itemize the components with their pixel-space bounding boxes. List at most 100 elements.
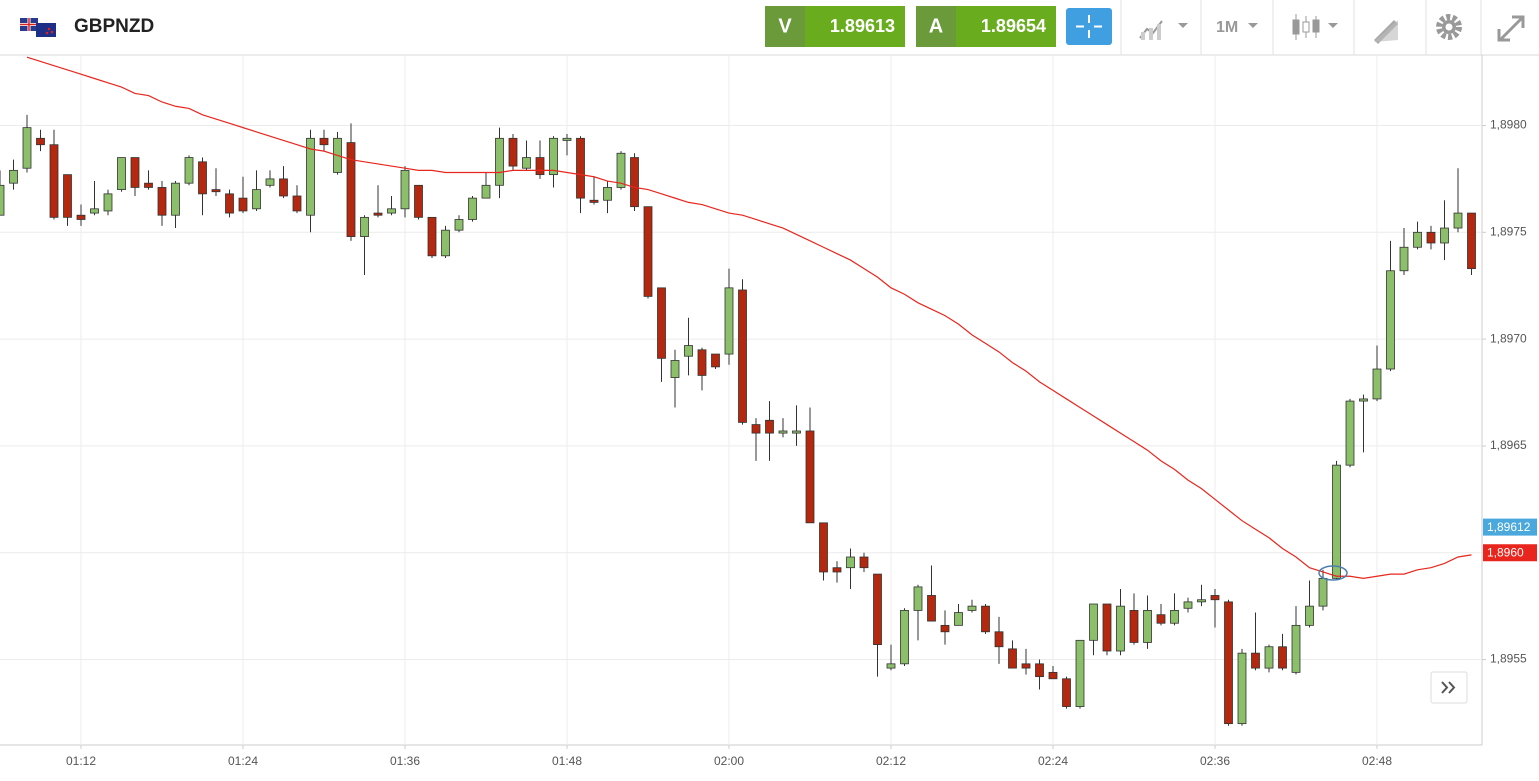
candle-body — [1467, 212, 1476, 270]
timeframe-button[interactable]: 1M — [1216, 19, 1258, 36]
candle-body — [657, 287, 666, 359]
candle-body — [859, 556, 869, 569]
candle-body — [198, 161, 207, 195]
candle-body — [238, 197, 248, 212]
candle-body — [1264, 646, 1274, 669]
axis-labels: 1,8955 1,8960 1,8965 1,8970 1,8975 1,8980 01:1… — [66, 118, 1537, 768]
candle-body — [765, 419, 774, 434]
candle-body — [157, 187, 167, 216]
candle-body — [724, 287, 734, 355]
moving-average-line — [26, 56, 1472, 579]
candle-body — [1372, 368, 1382, 400]
candle-body — [171, 182, 180, 216]
candle-body — [1332, 464, 1341, 579]
candle-body — [1210, 595, 1220, 601]
candle-body — [576, 137, 585, 199]
candle-body — [1291, 624, 1301, 673]
moving-average-tag-box — [1483, 544, 1537, 562]
candle-body — [981, 605, 990, 633]
candle-body — [319, 137, 329, 146]
indicator-button[interactable] — [1139, 20, 1188, 40]
candle-body — [0, 184, 5, 216]
candle-body — [144, 182, 153, 188]
candle-body — [468, 197, 477, 220]
x-tick-label: 02:48 — [1362, 754, 1392, 768]
candle-body — [414, 184, 423, 218]
candle-body — [792, 430, 801, 434]
timeframe: 1M — [1216, 19, 1238, 36]
candle-body — [900, 610, 909, 665]
candle-body — [643, 206, 653, 297]
candle-body — [711, 353, 720, 368]
bid-label: V — [778, 15, 792, 37]
chart-type-button[interactable] — [1292, 14, 1338, 40]
candle-body — [805, 430, 815, 524]
candle-body — [1440, 227, 1449, 244]
candle-body — [846, 556, 855, 569]
candle-body — [1413, 231, 1422, 248]
candle-body — [886, 663, 896, 669]
candle-body — [441, 229, 450, 257]
candle-body — [738, 289, 747, 423]
candle-body — [549, 137, 558, 176]
candle-body — [1278, 646, 1287, 669]
candle-body — [279, 178, 288, 197]
candle-body — [832, 567, 842, 573]
candle-body — [306, 137, 315, 216]
crosshair-button[interactable] — [1066, 8, 1112, 45]
candle-body — [522, 157, 531, 169]
candle-body — [130, 157, 140, 188]
candle-body — [1102, 603, 1112, 652]
candle-body — [630, 157, 639, 208]
candle-body — [1062, 678, 1071, 707]
candle-body — [1237, 652, 1247, 725]
toolbar-separators — [1120, 0, 1482, 55]
candle-body — [184, 157, 194, 184]
candle-body — [360, 216, 369, 237]
candle-body — [967, 605, 977, 611]
scroll-button[interactable] — [1430, 671, 1468, 704]
candle-body — [1426, 231, 1436, 244]
candle-body — [1386, 270, 1395, 370]
candle-body — [1197, 599, 1206, 603]
candle-body — [873, 573, 882, 645]
candle-body — [508, 137, 518, 167]
candle-body — [1089, 603, 1098, 641]
drawing-button[interactable] — [1374, 20, 1398, 44]
candle-body — [1251, 652, 1260, 669]
x-tick-label: 02:12 — [876, 754, 906, 768]
candle-body — [697, 349, 707, 376]
candle-body — [292, 195, 302, 212]
candle-body — [1116, 605, 1125, 652]
candle-body — [994, 631, 1004, 648]
x-tick-label: 02:36 — [1200, 754, 1230, 768]
candle-body — [670, 360, 680, 378]
symbol: GBPNZD — [74, 16, 154, 37]
candle-body — [117, 157, 126, 190]
expand-button[interactable] — [1497, 15, 1525, 42]
candle-body — [63, 174, 72, 218]
y-tick-label: 1,8980 — [1490, 118, 1527, 132]
candle-body — [1399, 246, 1409, 272]
candle-body — [495, 137, 504, 186]
candle-body — [616, 152, 626, 188]
candle-body — [1075, 639, 1085, 707]
candle-body — [1021, 663, 1031, 669]
bid-price: 1.89613 — [830, 16, 895, 36]
candle-body — [1183, 601, 1193, 609]
candle-body — [400, 169, 410, 210]
crossover-marker — [1318, 565, 1348, 581]
x-tick-label: 01:48 — [552, 754, 582, 768]
settings-button[interactable] — [1436, 14, 1462, 40]
bid-button[interactable]: V 1.89613 — [765, 6, 905, 47]
candle-body — [1359, 398, 1368, 402]
candle-body — [1345, 400, 1355, 466]
y-tick-label: 1,8965 — [1490, 438, 1527, 452]
candle-body — [589, 199, 599, 203]
moving-average-tag-label: 1,8960 — [1487, 545, 1524, 559]
plot-area — [0, 56, 1476, 726]
ask-button[interactable]: A 1.89654 — [916, 6, 1056, 47]
candle-body — [1305, 605, 1314, 626]
candle-body — [427, 216, 437, 257]
